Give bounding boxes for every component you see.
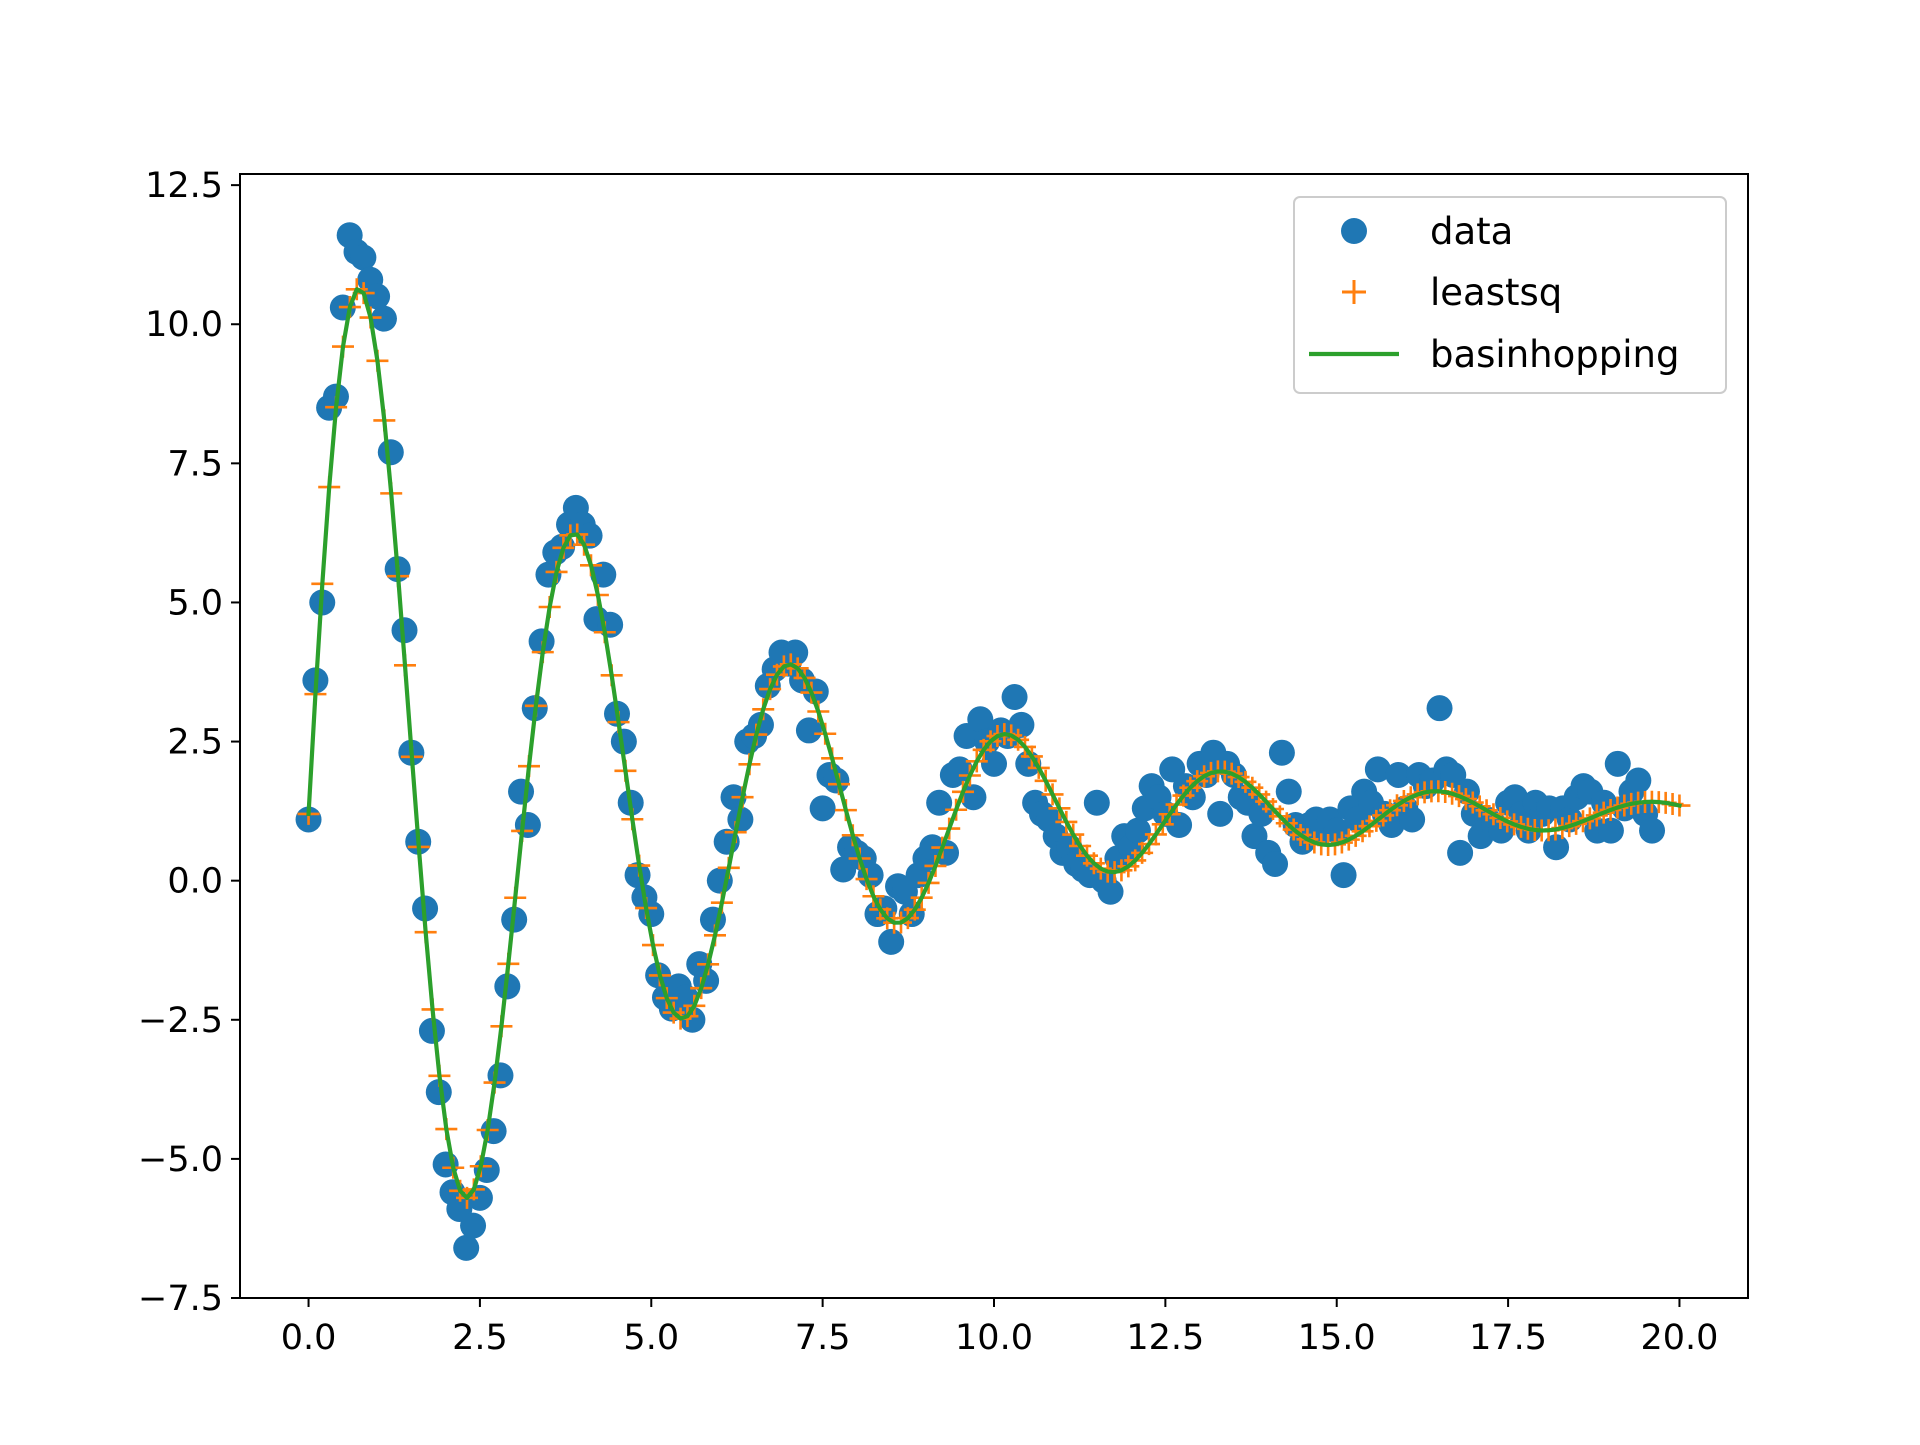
x-tick-label: 7.5 <box>795 1318 851 1358</box>
data-point <box>350 244 377 271</box>
y-tick-label: 10.0 <box>145 305 223 345</box>
y-tick-label: 12.5 <box>145 166 223 206</box>
data-point <box>391 617 418 644</box>
x-tick-label: 5.0 <box>623 1318 679 1358</box>
data-point <box>878 928 905 955</box>
legend-label-basinhopping: basinhopping <box>1430 333 1679 376</box>
data-point <box>1364 756 1391 783</box>
data-point <box>679 1006 706 1033</box>
data-point <box>1330 862 1357 889</box>
data-point <box>967 706 994 733</box>
data-point <box>377 439 404 466</box>
data-point <box>926 789 953 816</box>
data-point <box>1639 817 1666 844</box>
data-point <box>1447 839 1474 866</box>
data-point <box>1426 695 1453 722</box>
x-tick-label: 10.0 <box>955 1318 1033 1358</box>
data-point <box>981 750 1007 777</box>
plot-frame <box>239 173 1749 1299</box>
data-point <box>370 305 397 332</box>
data-point <box>1008 711 1035 738</box>
data-point <box>1323 817 1350 844</box>
data-point <box>425 1079 452 1106</box>
data-point <box>1597 817 1624 844</box>
data-point <box>1385 761 1412 788</box>
data-point <box>1262 850 1289 877</box>
data-point <box>460 1212 487 1239</box>
data-point <box>1625 767 1652 794</box>
data-point <box>610 728 637 755</box>
data-point <box>453 1234 480 1261</box>
y-ticks: −7.5 −5.0 −2.5 0.0 2.5 5.0 7.5 10.0 12.5 <box>138 166 240 1319</box>
x-tick-label: 17.5 <box>1469 1318 1547 1358</box>
y-tick-label: 0.0 <box>167 862 223 902</box>
y-tick-label: −7.5 <box>138 1279 223 1319</box>
data-point <box>487 1062 514 1089</box>
data-point <box>782 639 809 666</box>
x-tick-label: 15.0 <box>1298 1318 1376 1358</box>
data-point <box>514 812 541 839</box>
x-ticks: 0.0 2.5 5.0 7.5 10.0 12.5 15.0 17.5 20.0 <box>281 1298 1718 1358</box>
legend-label-leastsq: leastsq <box>1430 271 1562 314</box>
data-point <box>624 862 651 889</box>
y-tick-label: −5.0 <box>138 1140 223 1180</box>
data-point <box>1083 789 1110 816</box>
y-tick-label: −2.5 <box>138 1001 223 1041</box>
data-point <box>795 717 822 744</box>
data-point <box>1268 739 1295 766</box>
x-tick-label: 20.0 <box>1640 1318 1718 1358</box>
data-point <box>638 901 665 928</box>
legend-leastsq-marker <box>1342 280 1366 304</box>
x-tick-label: 0.0 <box>281 1318 337 1358</box>
data-point <box>1124 817 1151 844</box>
data-point <box>364 283 391 310</box>
x-tick-label: 2.5 <box>452 1318 508 1358</box>
legend-data-marker <box>1341 218 1367 244</box>
data-point <box>727 806 754 833</box>
data-point <box>1399 806 1426 833</box>
legend-label-data: data <box>1430 210 1513 253</box>
legend: data leastsq basinhopping <box>1293 196 1727 394</box>
x-tick-label: 12.5 <box>1126 1318 1204 1358</box>
data-point <box>1166 812 1193 839</box>
data-point <box>418 1017 445 1044</box>
data-point <box>1207 800 1234 827</box>
basinhopping-series-line <box>306 287 1682 1200</box>
legend-box <box>1293 196 1727 394</box>
data-point <box>672 984 699 1011</box>
data-point <box>809 795 836 822</box>
data-point <box>1097 878 1124 905</box>
y-tick-label: 7.5 <box>167 444 223 484</box>
y-tick-label: 5.0 <box>167 583 223 623</box>
data-point <box>1001 684 1028 711</box>
data-point <box>1275 778 1302 805</box>
data-point <box>1604 750 1631 777</box>
data-point <box>1248 800 1275 827</box>
data-series <box>295 222 1666 1261</box>
y-tick-label: 2.5 <box>167 723 223 763</box>
data-point <box>508 778 535 805</box>
